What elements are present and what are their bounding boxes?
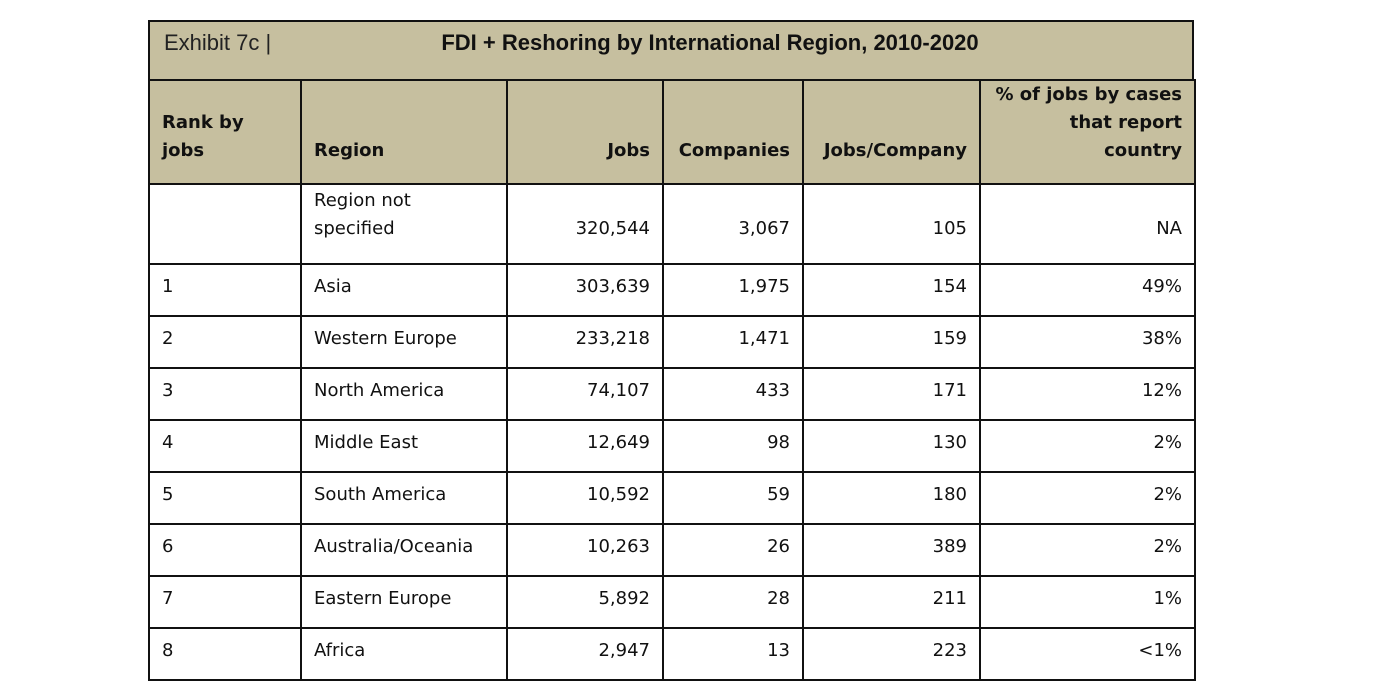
cell-jobs: 2,947 [506, 627, 664, 681]
cell-jobs-per-company: 159 [802, 315, 981, 369]
table-row: 3 North America 74,107 433 171 12% [148, 367, 1196, 421]
cell-jobs-per-company: 154 [802, 263, 981, 317]
cell-companies: 59 [662, 471, 804, 525]
cell-pct: 2% [979, 419, 1196, 473]
table-row: 6 Australia/Oceania 10,263 26 389 2% [148, 523, 1196, 577]
cell-jobs: 12,649 [506, 419, 664, 473]
column-header-pct-jobs: % of jobs by cases that report country [979, 79, 1196, 185]
cell-region: Western Europe [300, 315, 508, 369]
cell-rank: 7 [148, 575, 302, 629]
cell-region: Africa [300, 627, 508, 681]
cell-region: Region not specified [300, 183, 508, 265]
table-title: FDI + Reshoring by International Region,… [441, 30, 979, 55]
title-bar: Exhibit 7c | FDI + Reshoring by Internat… [148, 20, 1194, 81]
cell-jobs-per-company: 389 [802, 523, 981, 577]
column-header-region: Region [300, 79, 508, 185]
cell-region: North America [300, 367, 508, 421]
table-row: 7 Eastern Europe 5,892 28 211 1% [148, 575, 1196, 629]
cell-companies: 433 [662, 367, 804, 421]
table-row: 2 Western Europe 233,218 1,471 159 38% [148, 315, 1196, 369]
table-row: Region not specified 320,544 3,067 105 N… [148, 183, 1196, 265]
table-row: 4 Middle East 12,649 98 130 2% [148, 419, 1196, 473]
cell-rank: 2 [148, 315, 302, 369]
cell-jobs: 74,107 [506, 367, 664, 421]
cell-jobs-per-company: 223 [802, 627, 981, 681]
cell-jobs: 10,263 [506, 523, 664, 577]
header-row: Rank by jobs Region Jobs Companies Jobs/… [148, 79, 1196, 185]
cell-jobs: 10,592 [506, 471, 664, 525]
cell-jobs-per-company: 180 [802, 471, 981, 525]
cell-pct: <1% [979, 627, 1196, 681]
cell-jobs: 320,544 [506, 183, 664, 265]
cell-companies: 13 [662, 627, 804, 681]
cell-companies: 1,471 [662, 315, 804, 369]
cell-region: Australia/Oceania [300, 523, 508, 577]
exhibit-label: Exhibit 7c | [164, 30, 272, 55]
cell-region: Asia [300, 263, 508, 317]
data-table: Rank by jobs Region Jobs Companies Jobs/… [148, 79, 1196, 681]
cell-jobs: 5,892 [506, 575, 664, 629]
column-header-rank: Rank by jobs [148, 79, 302, 185]
column-header-jobs-per-company: Jobs/Company [802, 79, 981, 185]
cell-pct: 49% [979, 263, 1196, 317]
cell-companies: 28 [662, 575, 804, 629]
cell-rank: 6 [148, 523, 302, 577]
table-row: 8 Africa 2,947 13 223 <1% [148, 627, 1196, 681]
cell-pct: 1% [979, 575, 1196, 629]
cell-rank [148, 183, 302, 265]
cell-jobs-per-company: 171 [802, 367, 981, 421]
cell-pct: 38% [979, 315, 1196, 369]
cell-pct: 12% [979, 367, 1196, 421]
cell-pct: 2% [979, 523, 1196, 577]
cell-rank: 8 [148, 627, 302, 681]
cell-companies: 98 [662, 419, 804, 473]
cell-rank: 4 [148, 419, 302, 473]
column-header-pct-line1: % of jobs by cases [995, 84, 1182, 105]
exhibit-table-container: Exhibit 7c | FDI + Reshoring by Internat… [148, 20, 1196, 681]
cell-jobs-per-company: 211 [802, 575, 981, 629]
cell-jobs: 233,218 [506, 315, 664, 369]
cell-rank: 3 [148, 367, 302, 421]
cell-region: South America [300, 471, 508, 525]
cell-companies: 3,067 [662, 183, 804, 265]
cell-jobs-per-company: 105 [802, 183, 981, 265]
cell-jobs: 303,639 [506, 263, 664, 317]
column-header-pct-line2: that report country [1069, 112, 1182, 161]
cell-pct: NA [979, 183, 1196, 265]
cell-region: Middle East [300, 419, 508, 473]
cell-companies: 26 [662, 523, 804, 577]
cell-rank: 1 [148, 263, 302, 317]
table-row: 1 Asia 303,639 1,975 154 49% [148, 263, 1196, 317]
cell-rank: 5 [148, 471, 302, 525]
column-header-jobs: Jobs [506, 79, 664, 185]
cell-pct: 2% [979, 471, 1196, 525]
table-row: 5 South America 10,592 59 180 2% [148, 471, 1196, 525]
cell-region: Eastern Europe [300, 575, 508, 629]
cell-jobs-per-company: 130 [802, 419, 981, 473]
cell-companies: 1,975 [662, 263, 804, 317]
column-header-companies: Companies [662, 79, 804, 185]
